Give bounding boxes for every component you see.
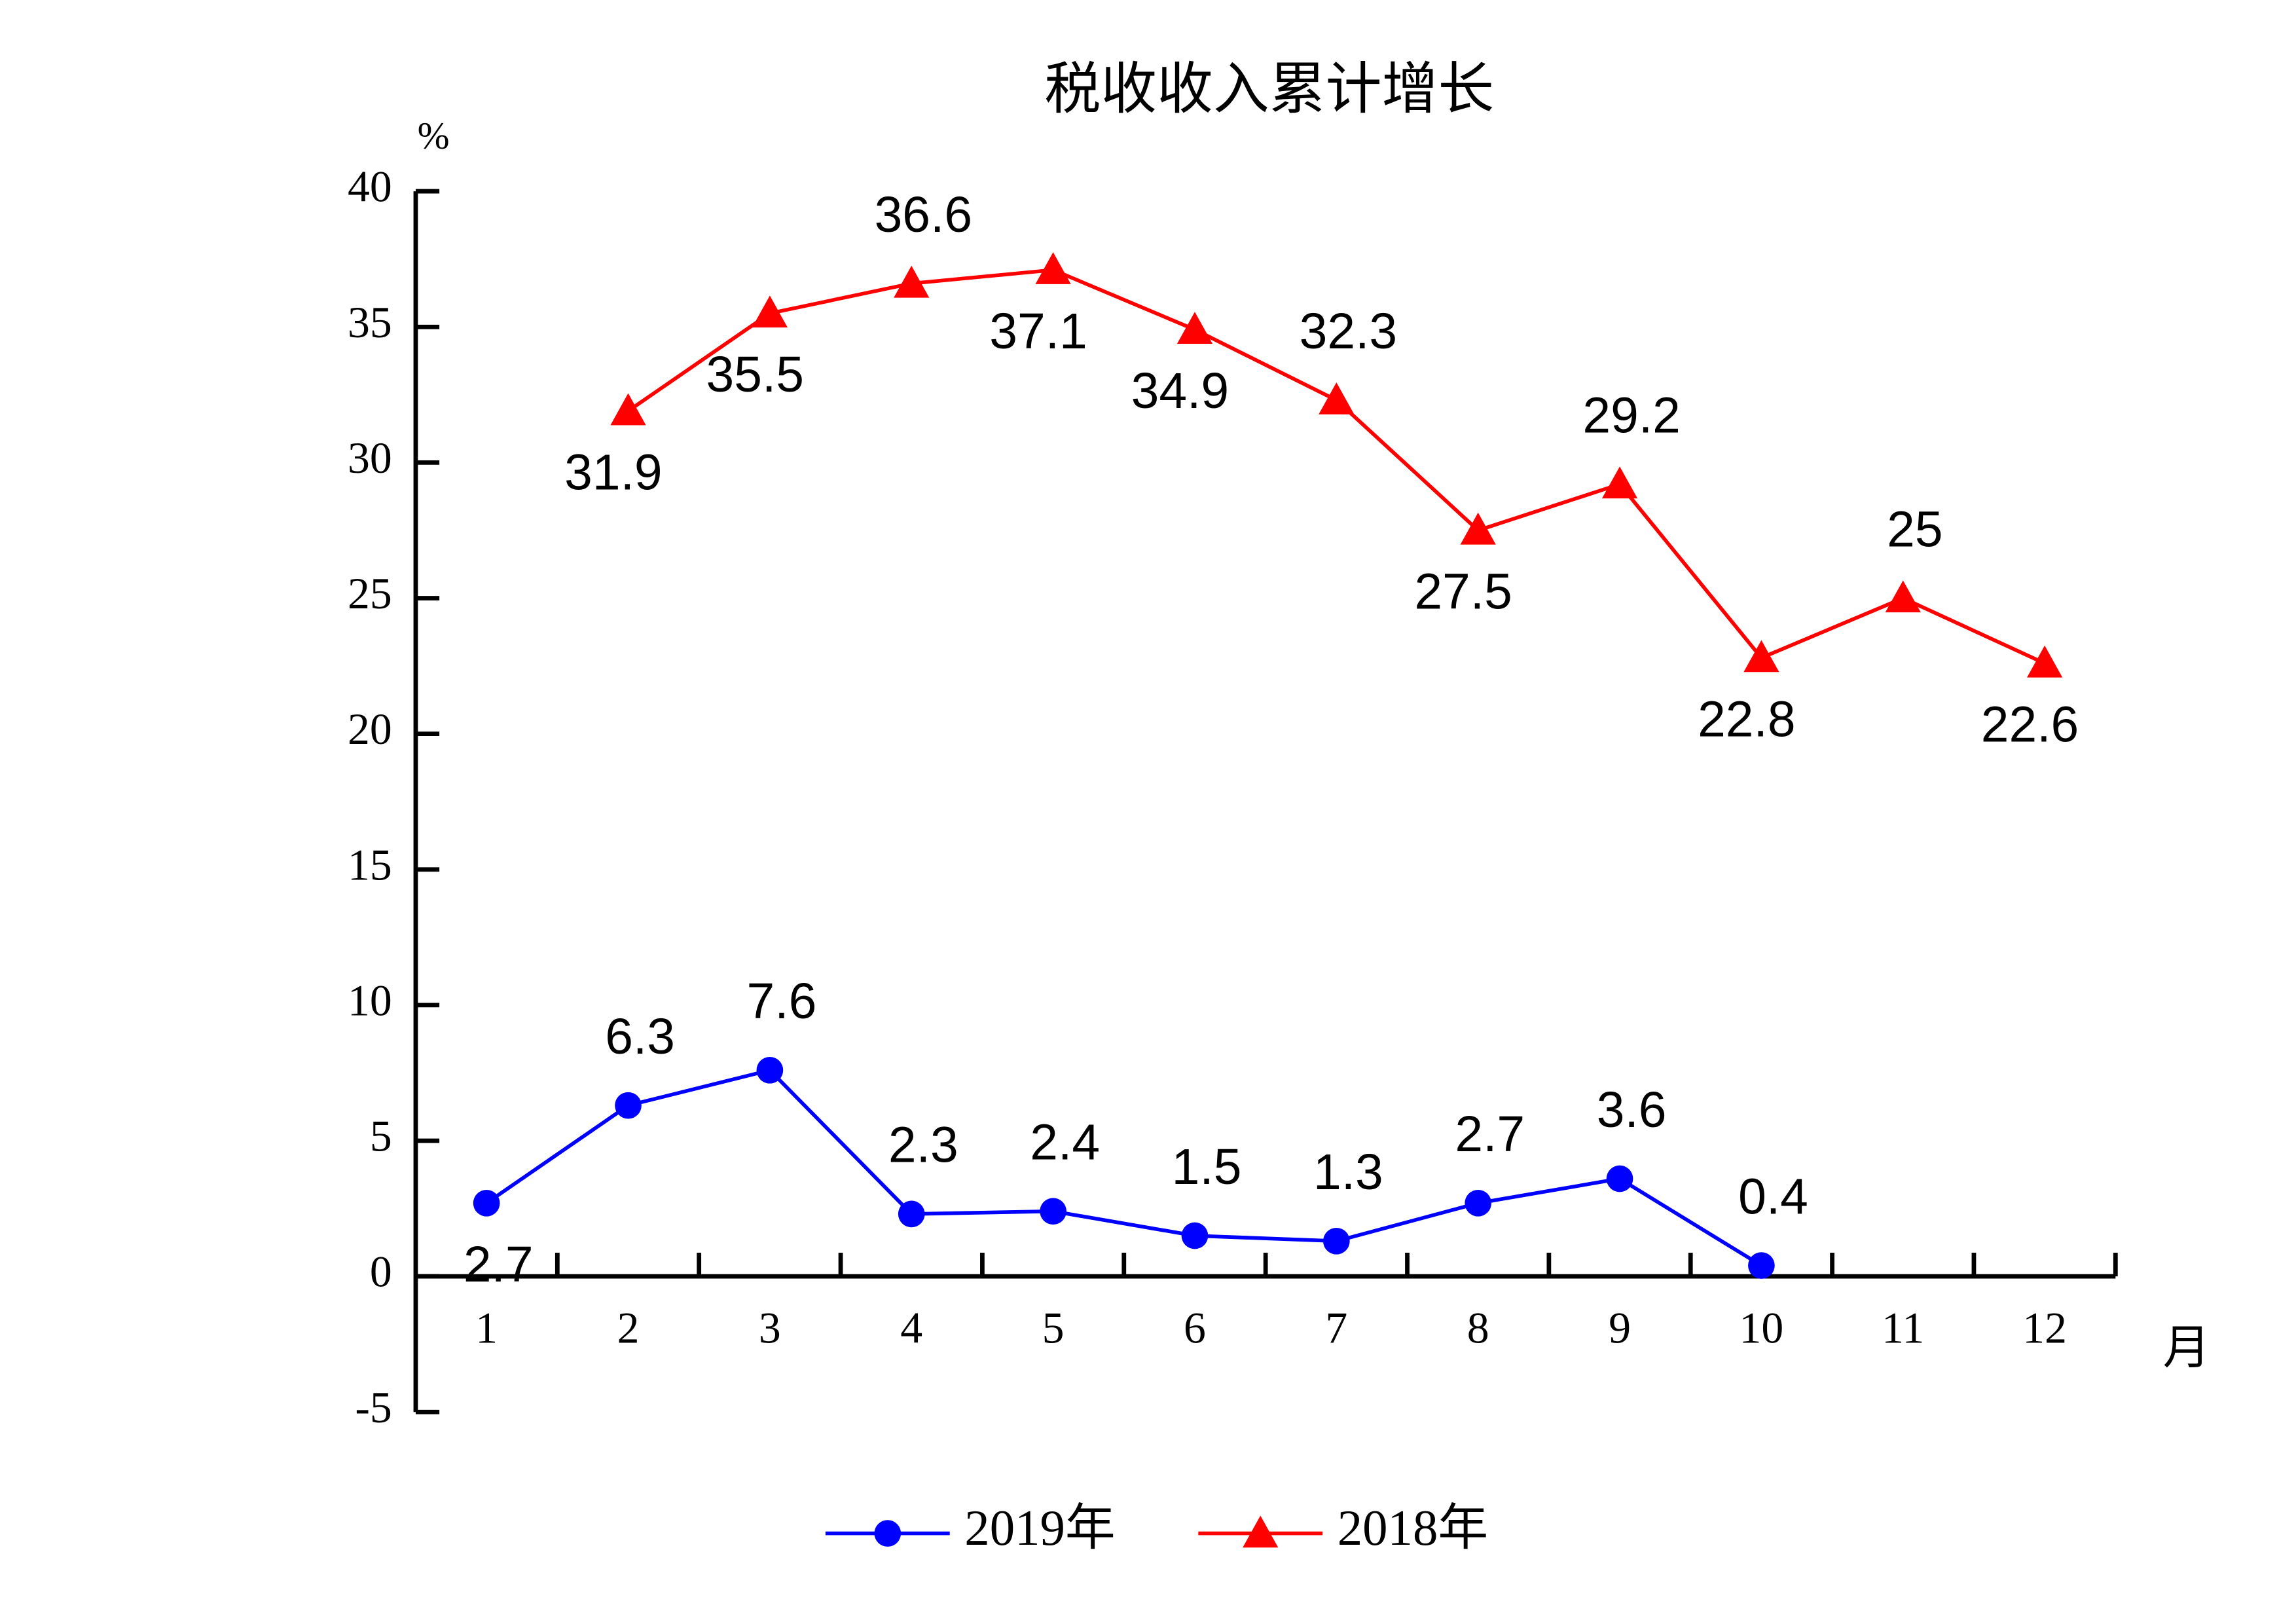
data-label: 25 xyxy=(1887,501,1942,557)
data-label: 2.3 xyxy=(888,1117,958,1173)
x-tick-label: 11 xyxy=(1882,1304,1924,1353)
x-tick-label: 1 xyxy=(475,1304,498,1353)
data-label: 34.9 xyxy=(1131,363,1230,419)
x-tick-label: 7 xyxy=(1325,1304,1347,1353)
data-point xyxy=(1460,512,1496,545)
data-point xyxy=(894,265,930,298)
y-tick-label: 25 xyxy=(348,569,392,618)
data-point xyxy=(1465,1189,1492,1217)
data-point xyxy=(473,1189,500,1217)
data-point xyxy=(1748,1252,1775,1279)
data-point xyxy=(1885,580,1921,613)
x-tick-label: 9 xyxy=(1609,1304,1631,1353)
legend-marker xyxy=(1243,1515,1279,1548)
x-tick-label: 3 xyxy=(759,1304,781,1353)
y-tick-label: 20 xyxy=(348,705,392,754)
data-point xyxy=(1743,640,1779,673)
chart-title: 税收收入累计增长 xyxy=(1044,58,1494,120)
x-tick-label: 5 xyxy=(1042,1304,1065,1353)
data-point xyxy=(1322,1227,1350,1255)
data-point xyxy=(2027,645,2063,678)
data-point xyxy=(1606,1165,1633,1192)
x-tick-label: 8 xyxy=(1467,1304,1489,1353)
y-tick-label: -5 xyxy=(355,1383,392,1432)
data-label: 22.8 xyxy=(1698,691,1796,747)
data-label: 2.7 xyxy=(1455,1106,1525,1162)
x-tick-label: 12 xyxy=(2022,1304,2067,1353)
data-label: 2.4 xyxy=(1030,1115,1100,1171)
data-point xyxy=(1040,1198,1066,1225)
data-point xyxy=(1181,1222,1209,1249)
data-point xyxy=(1176,312,1213,344)
data-point xyxy=(1601,466,1638,499)
data-label: 2.7 xyxy=(464,1236,534,1293)
data-label: 22.6 xyxy=(1981,697,2079,753)
data-label: 31.9 xyxy=(564,444,663,500)
data-point xyxy=(898,1200,925,1228)
x-tick-label: 10 xyxy=(1740,1304,1784,1353)
data-label: 37.1 xyxy=(989,303,1087,360)
data-label: 0.4 xyxy=(1738,1168,1808,1225)
y-tick-label: 35 xyxy=(348,298,392,347)
data-point xyxy=(752,295,788,328)
data-point xyxy=(1035,252,1071,284)
y-unit-label: % xyxy=(418,114,450,157)
data-label: 36.6 xyxy=(875,187,973,243)
legend-label: 2019年 xyxy=(964,1500,1115,1556)
data-label: 6.3 xyxy=(605,1008,675,1065)
data-label: 3.6 xyxy=(1597,1082,1667,1138)
data-label: 29.2 xyxy=(1582,387,1681,443)
data-point xyxy=(756,1056,784,1084)
y-tick-label: 0 xyxy=(370,1247,392,1297)
legend-label: 2018年 xyxy=(1338,1500,1488,1556)
y-tick-label: 15 xyxy=(348,840,392,889)
x-tick-label: 2 xyxy=(617,1304,640,1353)
x-tick-label: 4 xyxy=(900,1304,922,1353)
data-label: 35.5 xyxy=(706,346,804,403)
data-label: 7.6 xyxy=(747,973,817,1029)
series-line xyxy=(485,1068,1762,1267)
data-label: 32.3 xyxy=(1300,303,1398,360)
y-tick-label: 5 xyxy=(370,1112,392,1161)
legend-marker xyxy=(874,1520,902,1547)
y-tick-label: 30 xyxy=(348,434,392,483)
x-tick-label: 6 xyxy=(1184,1304,1206,1353)
data-point xyxy=(615,1092,642,1119)
x-unit-label: 月 xyxy=(2163,1322,2210,1375)
data-label: 1.5 xyxy=(1172,1139,1242,1195)
data-point xyxy=(610,393,646,426)
data-point xyxy=(1319,382,1355,415)
y-tick-label: 40 xyxy=(348,162,392,212)
data-label: 27.5 xyxy=(1414,564,1512,620)
y-tick-label: 10 xyxy=(348,976,392,1025)
data-label: 1.3 xyxy=(1313,1144,1383,1200)
